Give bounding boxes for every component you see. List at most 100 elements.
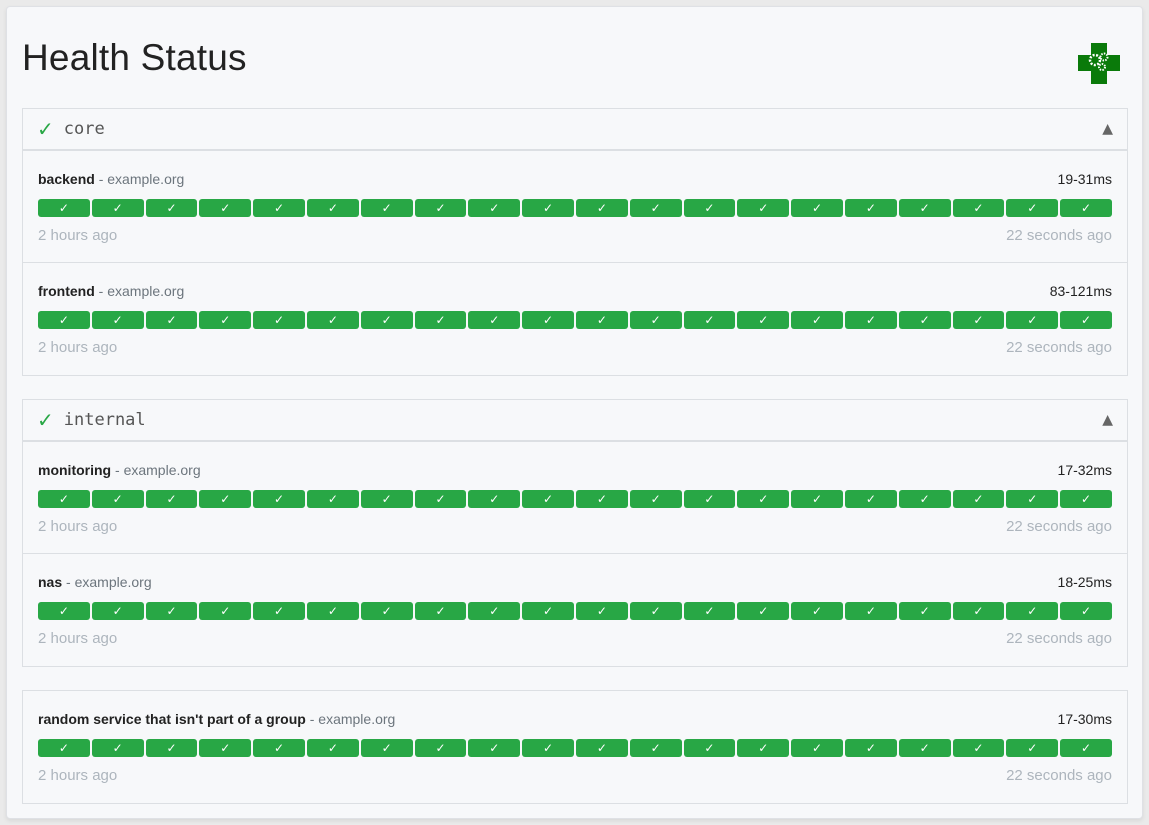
result-success[interactable]: ✓ xyxy=(575,311,628,329)
result-success[interactable]: ✓ xyxy=(898,311,951,329)
result-success[interactable]: ✓ xyxy=(1006,739,1059,757)
result-success[interactable]: ✓ xyxy=(629,199,682,217)
result-success[interactable]: ✓ xyxy=(414,199,467,217)
result-success[interactable]: ✓ xyxy=(791,199,843,217)
result-success[interactable]: ✓ xyxy=(522,311,574,329)
result-success[interactable]: ✓ xyxy=(38,311,90,329)
result-success[interactable]: ✓ xyxy=(1060,490,1112,508)
result-success[interactable]: ✓ xyxy=(844,490,897,508)
result-success[interactable]: ✓ xyxy=(306,739,359,757)
result-success[interactable]: ✓ xyxy=(360,490,413,508)
result-success[interactable]: ✓ xyxy=(360,199,413,217)
collapse-caret-icon[interactable]: ▲ xyxy=(1102,412,1113,428)
result-success[interactable]: ✓ xyxy=(199,739,252,757)
result-success[interactable]: ✓ xyxy=(844,602,897,620)
result-success[interactable]: ✓ xyxy=(737,490,790,508)
result-success[interactable]: ✓ xyxy=(737,602,790,620)
result-success[interactable]: ✓ xyxy=(791,490,843,508)
result-success[interactable]: ✓ xyxy=(683,739,736,757)
collapse-caret-icon[interactable]: ▲ xyxy=(1102,121,1113,137)
result-success[interactable]: ✓ xyxy=(844,311,897,329)
result-success[interactable]: ✓ xyxy=(898,199,951,217)
result-success[interactable]: ✓ xyxy=(38,739,90,757)
result-success[interactable]: ✓ xyxy=(791,311,843,329)
result-success[interactable]: ✓ xyxy=(199,199,252,217)
result-success[interactable]: ✓ xyxy=(575,602,628,620)
result-success[interactable]: ✓ xyxy=(414,602,467,620)
result-success[interactable]: ✓ xyxy=(199,311,252,329)
result-success[interactable]: ✓ xyxy=(468,739,521,757)
result-success[interactable]: ✓ xyxy=(414,311,467,329)
result-success[interactable]: ✓ xyxy=(844,199,897,217)
result-success[interactable]: ✓ xyxy=(91,602,144,620)
result-success[interactable]: ✓ xyxy=(306,311,359,329)
result-success[interactable]: ✓ xyxy=(952,739,1005,757)
result-success[interactable]: ✓ xyxy=(683,311,736,329)
result-success[interactable]: ✓ xyxy=(898,739,951,757)
result-success[interactable]: ✓ xyxy=(253,602,305,620)
result-success[interactable]: ✓ xyxy=(683,490,736,508)
result-success[interactable]: ✓ xyxy=(1060,311,1112,329)
result-success[interactable]: ✓ xyxy=(468,199,521,217)
group-header-core[interactable]: ✓ core ▲ xyxy=(23,109,1127,151)
result-success[interactable]: ✓ xyxy=(952,490,1005,508)
result-success[interactable]: ✓ xyxy=(468,602,521,620)
result-success[interactable]: ✓ xyxy=(1006,602,1059,620)
result-success[interactable]: ✓ xyxy=(629,311,682,329)
result-success[interactable]: ✓ xyxy=(91,739,144,757)
result-success[interactable]: ✓ xyxy=(91,199,144,217)
result-success[interactable]: ✓ xyxy=(1006,490,1059,508)
result-success[interactable]: ✓ xyxy=(38,199,90,217)
result-success[interactable]: ✓ xyxy=(898,490,951,508)
result-success[interactable]: ✓ xyxy=(38,602,90,620)
result-success[interactable]: ✓ xyxy=(737,311,790,329)
group-header-internal[interactable]: ✓ internal ▲ xyxy=(23,400,1127,442)
result-success[interactable]: ✓ xyxy=(145,490,198,508)
result-success[interactable]: ✓ xyxy=(91,490,144,508)
result-success[interactable]: ✓ xyxy=(952,602,1005,620)
result-success[interactable]: ✓ xyxy=(145,602,198,620)
result-success[interactable]: ✓ xyxy=(199,490,252,508)
result-success[interactable]: ✓ xyxy=(468,311,521,329)
result-success[interactable]: ✓ xyxy=(360,739,413,757)
result-success[interactable]: ✓ xyxy=(145,739,198,757)
result-success[interactable]: ✓ xyxy=(791,739,843,757)
result-success[interactable]: ✓ xyxy=(898,602,951,620)
result-success[interactable]: ✓ xyxy=(683,602,736,620)
result-success[interactable]: ✓ xyxy=(952,311,1005,329)
result-success[interactable]: ✓ xyxy=(791,602,843,620)
result-success[interactable]: ✓ xyxy=(1006,311,1059,329)
result-success[interactable]: ✓ xyxy=(1060,739,1112,757)
result-success[interactable]: ✓ xyxy=(575,199,628,217)
result-success[interactable]: ✓ xyxy=(360,311,413,329)
result-success[interactable]: ✓ xyxy=(414,739,467,757)
result-success[interactable]: ✓ xyxy=(575,739,628,757)
result-success[interactable]: ✓ xyxy=(360,602,413,620)
result-success[interactable]: ✓ xyxy=(522,199,574,217)
result-success[interactable]: ✓ xyxy=(414,490,467,508)
result-success[interactable]: ✓ xyxy=(253,311,305,329)
result-success[interactable]: ✓ xyxy=(253,490,305,508)
result-success[interactable]: ✓ xyxy=(629,739,682,757)
result-success[interactable]: ✓ xyxy=(38,490,90,508)
result-success[interactable]: ✓ xyxy=(468,490,521,508)
result-success[interactable]: ✓ xyxy=(737,199,790,217)
result-success[interactable]: ✓ xyxy=(145,311,198,329)
result-success[interactable]: ✓ xyxy=(199,602,252,620)
result-success[interactable]: ✓ xyxy=(145,199,198,217)
result-success[interactable]: ✓ xyxy=(1060,199,1112,217)
result-success[interactable]: ✓ xyxy=(952,199,1005,217)
result-success[interactable]: ✓ xyxy=(629,602,682,620)
result-success[interactable]: ✓ xyxy=(1006,199,1059,217)
result-success[interactable]: ✓ xyxy=(844,739,897,757)
result-success[interactable]: ✓ xyxy=(306,199,359,217)
result-success[interactable]: ✓ xyxy=(253,739,305,757)
result-success[interactable]: ✓ xyxy=(683,199,736,217)
result-success[interactable]: ✓ xyxy=(1060,602,1112,620)
result-success[interactable]: ✓ xyxy=(306,490,359,508)
result-success[interactable]: ✓ xyxy=(522,739,574,757)
result-success[interactable]: ✓ xyxy=(522,490,574,508)
result-success[interactable]: ✓ xyxy=(522,602,574,620)
result-success[interactable]: ✓ xyxy=(629,490,682,508)
result-success[interactable]: ✓ xyxy=(91,311,144,329)
